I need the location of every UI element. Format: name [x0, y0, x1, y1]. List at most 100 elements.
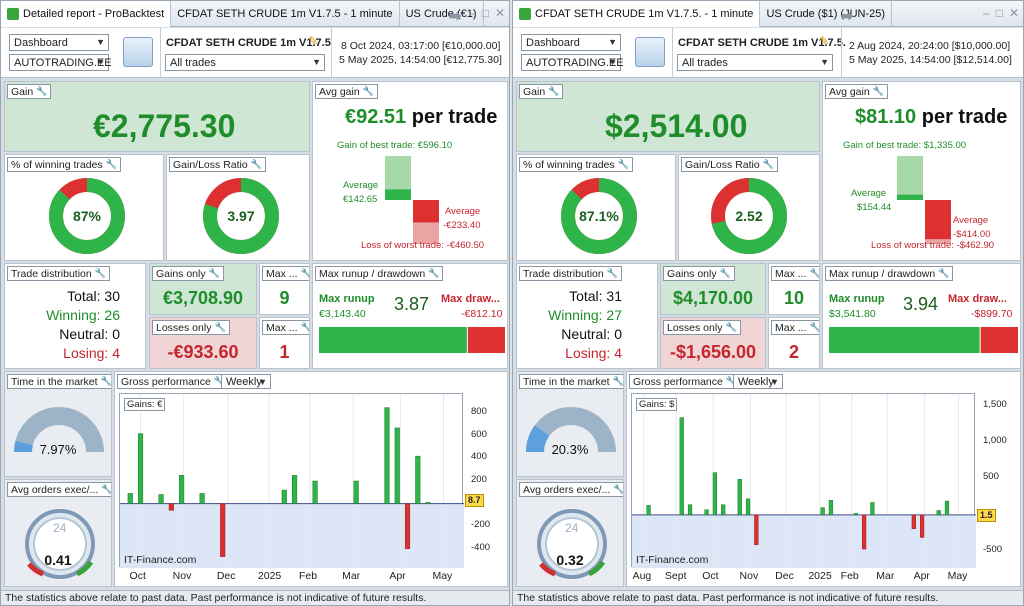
period-select[interactable]: Weekly ▼	[733, 374, 783, 389]
wrench-icon[interactable]: 🔧	[613, 484, 624, 494]
cursor-value: 8.7	[465, 494, 484, 507]
period-end: 5 May 2025, 14:54:00 [$12,514.00]	[849, 54, 1012, 66]
performance-chart[interactable]: Gains: $ IT-Finance.com	[631, 393, 976, 568]
avg-negative-label: Average	[445, 206, 481, 217]
wrench-icon[interactable]: 🔧	[606, 268, 618, 278]
wrench-icon[interactable]: 🔧	[612, 376, 624, 386]
tab-detailed-report[interactable]: Detailed report - ProBacktest	[1, 0, 172, 27]
svg-text:24: 24	[565, 521, 579, 535]
wrench-icon[interactable]: 🔧	[214, 322, 226, 332]
view-select[interactable]: Dashboard ▼	[9, 34, 109, 51]
edit-icon[interactable]: ✎	[308, 34, 319, 48]
ratio-value: 3.97	[227, 208, 255, 224]
winning-trades: Winning: 26	[46, 307, 120, 323]
gains-only-header: Gains only 🔧	[663, 266, 735, 281]
y-tick-2: 500	[983, 471, 999, 483]
gauge-fill	[14, 440, 33, 453]
wrench-icon[interactable]: 🔧	[428, 268, 440, 278]
wrench-icon[interactable]: 🔧	[872, 86, 884, 96]
account-select[interactable]: AUTOTRADING.EE ▼	[9, 54, 112, 71]
view-select[interactable]: Dashboard ▼	[521, 34, 621, 51]
max-wins-header: Max ...🔧	[771, 266, 820, 281]
max-wins-value: 9	[279, 288, 290, 308]
report-settings-icon[interactable]	[123, 37, 153, 67]
chevron-down-icon: ▼	[770, 377, 779, 387]
chevron-down-icon: ▼	[312, 57, 321, 67]
distribution-header: Trade distribution 🔧	[519, 266, 622, 281]
trade-filter-select[interactable]: All trades ▼	[165, 54, 325, 71]
performance-chart[interactable]: Gains: € IT-Finance.com	[119, 393, 464, 568]
wrench-icon[interactable]: 🔧	[725, 376, 738, 386]
report-settings-icon[interactable]	[635, 37, 665, 67]
bar-9	[292, 475, 298, 504]
maximize-icon[interactable]: □	[995, 6, 1003, 20]
wrench-icon[interactable]: 🔧	[100, 376, 112, 386]
avg-positive-bar	[897, 194, 923, 200]
bar-17	[944, 500, 950, 516]
period-select[interactable]: Weekly ▼	[221, 374, 271, 389]
wrench-icon[interactable]: 🔧	[548, 86, 560, 96]
bar-8	[754, 514, 759, 545]
avg-gain-suffix: per trade	[411, 106, 498, 128]
wrench-icon[interactable]: 🔧	[809, 268, 820, 278]
bar-8	[281, 489, 287, 504]
gains-only-value: €3,708.90	[162, 288, 244, 308]
wrench-icon[interactable]: 🔧	[301, 268, 309, 279]
wrench-icon[interactable]: 🔧	[101, 484, 112, 494]
titlebar: Detailed report - ProBacktest CFDAT SETH…	[1, 0, 509, 27]
negative-zone	[632, 514, 976, 568]
report-toolbar: Dashboard ▼ AUTOTRADING.EE ▼ CFDAT SETH CR…	[513, 28, 1023, 78]
wrench-icon[interactable]: 🔧	[762, 159, 774, 169]
gauge-fill	[526, 425, 550, 453]
wrench-icon[interactable]: 🔧	[719, 268, 731, 278]
close-icon[interactable]: ✕	[1008, 6, 1019, 20]
bar-10	[828, 500, 834, 516]
close-icon[interactable]: ✕	[494, 6, 505, 20]
wrench-icon[interactable]: 🔧	[938, 268, 950, 278]
period-start: 2 Aug 2024, 20:24:00 [$10,000.00]	[849, 40, 1011, 52]
winning-value: 87.1%	[579, 208, 619, 224]
orders-value: 0.32	[556, 552, 584, 568]
maximize-icon[interactable]: □	[481, 6, 489, 20]
x-tick-0: Oct	[129, 570, 146, 582]
bar-4	[712, 472, 718, 516]
wrench-icon[interactable]: 🔧	[301, 322, 309, 333]
x-tick-8: Apr	[913, 570, 930, 582]
x-tick-7: May	[432, 570, 453, 582]
worst-trade: Loss of worst trade: -$462.90	[871, 240, 995, 251]
wrench-icon[interactable]: 🔧	[617, 159, 629, 169]
x-tick-6: Feb	[840, 570, 859, 582]
account-select[interactable]: AUTOTRADING.EE ▼	[521, 54, 624, 71]
max-losses-value: 1	[279, 342, 290, 362]
wrench-icon[interactable]: 🔧	[94, 268, 106, 278]
minimize-icon[interactable]: –	[469, 6, 476, 20]
bar-13	[384, 407, 390, 504]
wrench-icon[interactable]: 🔧	[362, 86, 374, 96]
max-consecutive-losses-panel: Max ...🔧 1	[259, 317, 310, 369]
tab-instrument[interactable]: US Crude (€1)	[400, 0, 484, 27]
trade-filter-select[interactable]: All trades ▼	[677, 54, 833, 71]
tab-system[interactable]: CFDAT SETH CRUDE 1m V1.7.5 - 1 minute	[171, 0, 400, 27]
minimize-icon[interactable]: –	[983, 6, 990, 20]
bar-15	[404, 503, 411, 549]
time-header: Time in the market 🔧	[519, 374, 624, 389]
edit-icon[interactable]: ✎	[819, 34, 830, 48]
wrench-icon[interactable]: 🔧	[213, 376, 226, 386]
x-tick-4: Dec	[775, 570, 794, 582]
wrench-icon[interactable]: 🔧	[36, 86, 48, 96]
x-axis: Oct Nov Dec 2025 Feb Mar Apr May	[119, 569, 463, 585]
orders-header: Avg orders exec/... 🔧	[7, 482, 112, 497]
wrench-icon[interactable]: 🔧	[105, 159, 117, 169]
wrench-icon[interactable]: 🔧	[725, 322, 737, 332]
best-trade-bar	[897, 156, 923, 200]
tab-system[interactable]: CFDAT SETH CRUDE 1m V1.7.5. - 1 minute	[513, 0, 761, 27]
wrench-icon[interactable]: 🔧	[809, 322, 820, 332]
gain-value: €2,775.30	[93, 108, 236, 144]
share-icon[interactable]: ⮕	[841, 9, 855, 24]
bar-6	[737, 478, 742, 516]
tab-instrument[interactable]: US Crude ($1) (JUN-25)	[760, 0, 893, 27]
wrench-icon[interactable]: 🔧	[250, 159, 262, 169]
wrench-icon[interactable]: 🔧	[208, 268, 220, 278]
share-icon[interactable]: ⮕	[449, 9, 463, 24]
y-tick-0: 800	[471, 406, 487, 418]
